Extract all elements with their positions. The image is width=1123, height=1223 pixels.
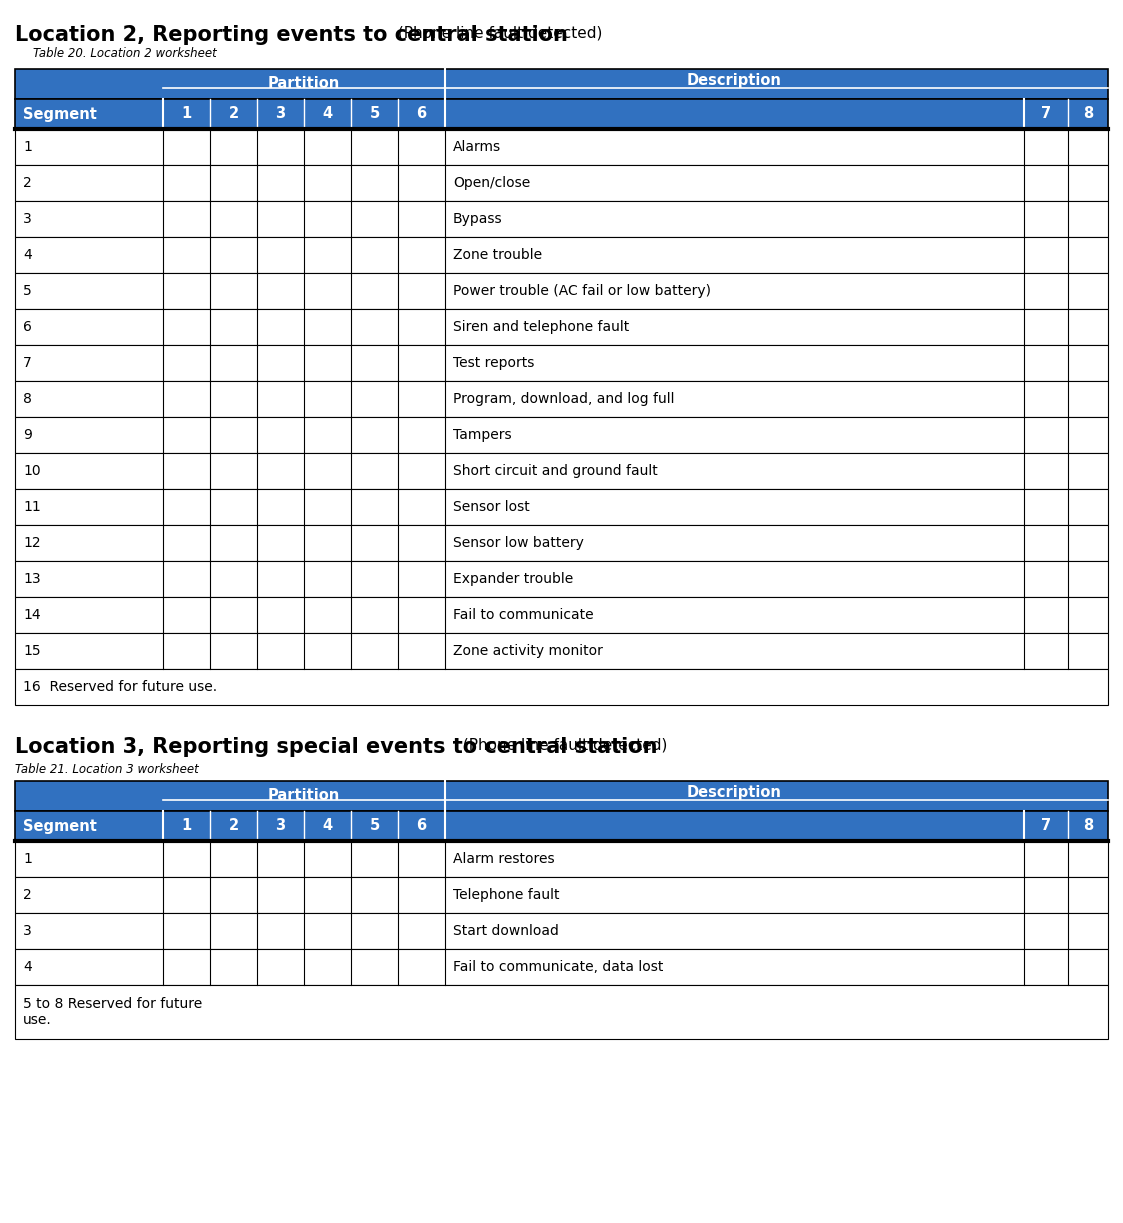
Text: 6: 6 [417, 106, 427, 121]
Text: 3: 3 [275, 818, 285, 834]
Text: 8: 8 [22, 393, 31, 406]
Bar [15, 309, 1108, 345]
Bar [15, 99, 1108, 128]
Bar [15, 781, 1108, 811]
Bar [15, 237, 1108, 273]
Text: 16  Reserved for future use.: 16 Reserved for future use. [22, 680, 217, 693]
Text: 1: 1 [182, 106, 192, 121]
Text: Bypass: Bypass [453, 212, 503, 226]
Text: 3: 3 [22, 925, 31, 938]
Bar [15, 841, 1108, 877]
Text: Fail to communicate, data lost: Fail to communicate, data lost [453, 960, 664, 974]
Text: 5: 5 [369, 818, 380, 834]
Text: 7: 7 [1041, 818, 1051, 834]
Bar [15, 634, 1108, 669]
Text: Location 2, Reporting events to central station: Location 2, Reporting events to central … [15, 24, 568, 45]
Text: 15: 15 [22, 645, 40, 658]
Text: 13: 13 [22, 572, 40, 586]
Text: 12: 12 [22, 536, 40, 550]
Text: Alarm restores: Alarm restores [453, 852, 555, 866]
Text: 8: 8 [1083, 818, 1093, 834]
Bar [15, 68, 1108, 99]
Text: 4: 4 [22, 960, 31, 974]
Text: Table 20. Location 2 worksheet: Table 20. Location 2 worksheet [33, 46, 217, 60]
Text: Partition: Partition [268, 77, 340, 92]
Bar [15, 68, 1108, 99]
Text: 2: 2 [22, 888, 31, 903]
Text: 5: 5 [22, 284, 31, 298]
Bar [15, 417, 1108, 453]
Text: Location 3, Reporting special events to central station: Location 3, Reporting special events to … [15, 737, 657, 757]
Bar [15, 781, 1108, 811]
Text: 5 to 8 Reserved for future
use.: 5 to 8 Reserved for future use. [22, 997, 202, 1027]
Text: 4: 4 [322, 818, 332, 834]
Text: Telephone fault: Telephone fault [453, 888, 559, 903]
Text: Zone activity monitor: Zone activity monitor [453, 645, 603, 658]
Bar [15, 99, 1108, 128]
Text: Power trouble (AC fail or low battery): Power trouble (AC fail or low battery) [453, 284, 711, 298]
Text: Segment: Segment [22, 106, 97, 121]
Text: Partition: Partition [268, 789, 340, 804]
Text: 3: 3 [22, 212, 31, 226]
Text: Siren and telephone fault: Siren and telephone fault [453, 320, 629, 334]
Text: 5: 5 [369, 106, 380, 121]
Text: Segment: Segment [22, 818, 97, 834]
Text: 6: 6 [22, 320, 31, 334]
Bar [15, 273, 1108, 309]
Text: Program, download, and log full: Program, download, and log full [453, 393, 675, 406]
Text: Alarms: Alarms [453, 139, 501, 154]
Text: Description: Description [687, 785, 782, 800]
Text: Description: Description [687, 73, 782, 88]
Text: 2: 2 [22, 176, 31, 190]
Text: Sensor lost: Sensor lost [453, 500, 530, 514]
Text: 1: 1 [182, 818, 192, 834]
Text: 4: 4 [322, 106, 332, 121]
Text: 8: 8 [1083, 106, 1093, 121]
Bar [15, 453, 1108, 489]
Bar [15, 949, 1108, 985]
Text: 11: 11 [22, 500, 40, 514]
Text: Tampers: Tampers [453, 428, 512, 442]
Text: Fail to communicate: Fail to communicate [453, 608, 594, 623]
Bar [15, 561, 1108, 597]
Bar [15, 382, 1108, 417]
Bar [15, 489, 1108, 525]
Bar [15, 985, 1108, 1040]
Bar [15, 201, 1108, 237]
Text: 4: 4 [22, 248, 31, 262]
Text: (Phone line fault detected): (Phone line fault detected) [393, 24, 603, 40]
Text: (Phone line fault detected): (Phone line fault detected) [458, 737, 667, 752]
Bar [15, 128, 1108, 165]
Text: 14: 14 [22, 608, 40, 623]
Bar [15, 811, 1108, 841]
Text: 7: 7 [1041, 106, 1051, 121]
Text: Open/close: Open/close [453, 176, 530, 190]
Text: 6: 6 [417, 818, 427, 834]
Text: Table 21. Location 3 worksheet: Table 21. Location 3 worksheet [15, 763, 199, 777]
Text: Sensor low battery: Sensor low battery [453, 536, 584, 550]
Text: 9: 9 [22, 428, 31, 442]
Bar [15, 811, 1108, 841]
Text: 1: 1 [22, 139, 31, 154]
Bar [15, 165, 1108, 201]
Text: Expander trouble: Expander trouble [453, 572, 573, 586]
Text: Short circuit and ground fault: Short circuit and ground fault [453, 464, 658, 478]
Text: 1: 1 [22, 852, 31, 866]
Text: 3: 3 [275, 106, 285, 121]
Text: Zone trouble: Zone trouble [453, 248, 542, 262]
Bar [15, 597, 1108, 634]
Text: 2: 2 [228, 106, 238, 121]
Text: Test reports: Test reports [453, 356, 535, 371]
Bar [15, 345, 1108, 382]
Bar [15, 525, 1108, 561]
Text: Start download: Start download [453, 925, 559, 938]
Bar [15, 669, 1108, 704]
Text: 2: 2 [228, 818, 238, 834]
Text: 10: 10 [22, 464, 40, 478]
Bar [15, 914, 1108, 949]
Bar [15, 877, 1108, 914]
Text: 7: 7 [22, 356, 31, 371]
